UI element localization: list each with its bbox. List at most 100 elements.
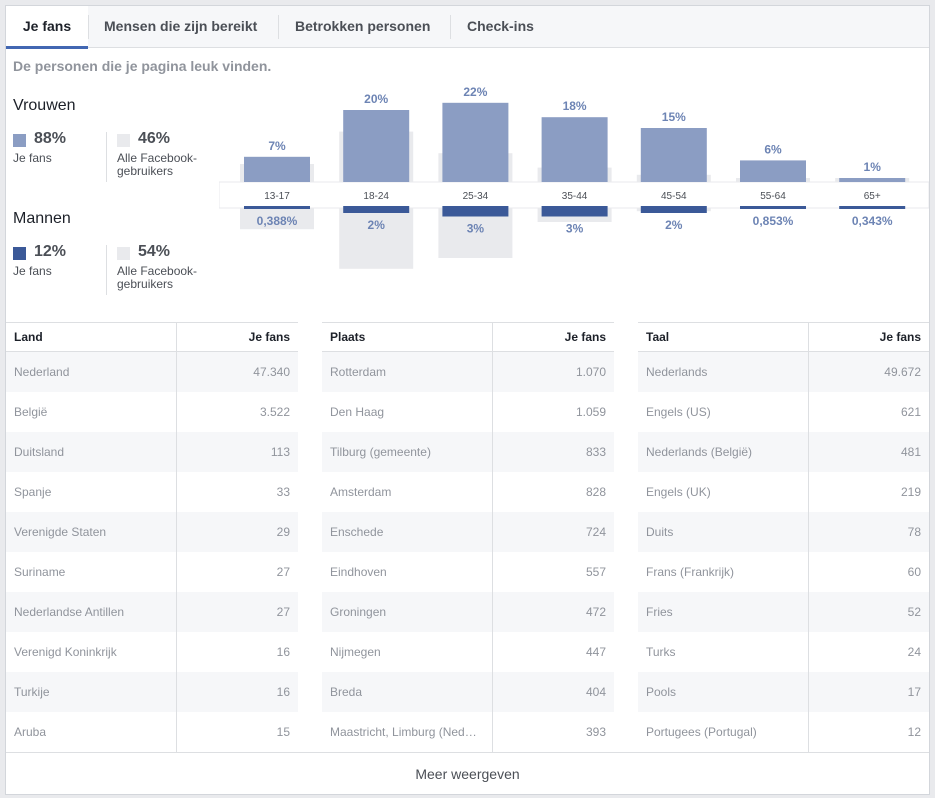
table-row: Spanje 33 <box>6 472 298 512</box>
row-fans-count: 24 <box>907 645 921 659</box>
men-fans-bar <box>244 206 310 209</box>
men-fans-label: 0,343% <box>852 214 893 228</box>
row-name: Fries <box>646 605 673 619</box>
column-divider <box>808 552 809 592</box>
row-fans-count: 27 <box>276 565 290 579</box>
row-name: België <box>14 405 48 419</box>
row-name: Pools <box>646 685 677 699</box>
col-header-plaats: Plaats <box>330 330 366 344</box>
row-fans-count: 60 <box>907 565 921 579</box>
table-row: Breda 404 <box>322 672 614 712</box>
tab-check-ins[interactable]: Check-ins <box>467 18 534 34</box>
column-divider <box>492 592 493 632</box>
table-row: Portugees (Portugal) 12 <box>638 712 929 752</box>
row-fans-count: 49.672 <box>884 365 921 379</box>
row-name: Nijmegen <box>330 645 381 659</box>
women-fans-label: 7% <box>268 139 286 153</box>
row-fans-count: 1.059 <box>575 405 606 419</box>
column-divider <box>492 323 493 351</box>
row-fans-count: 17 <box>907 685 921 699</box>
row-fans-count: 29 <box>276 525 290 539</box>
tab-divider <box>278 15 279 39</box>
col-header-taal: Taal <box>646 330 670 344</box>
tab-mensen-bereikt[interactable]: Mensen die zijn bereikt <box>104 18 258 34</box>
column-divider <box>176 712 177 752</box>
row-fans-count: 219 <box>900 485 921 499</box>
men-all-stat: 54% Alle Facebook-gebruikers <box>117 243 217 293</box>
table-row: Rotterdam 1.070 <box>322 352 614 392</box>
men-fans-bar <box>640 206 707 213</box>
row-fans-count: 3.522 <box>259 405 290 419</box>
women-fans-stat: 88% Je fans <box>13 130 103 180</box>
row-name: Breda <box>330 685 363 699</box>
row-name: Aruba <box>14 725 47 739</box>
row-fans-count: 78 <box>907 525 921 539</box>
column-divider <box>176 632 177 672</box>
row-name: Suriname <box>14 565 66 579</box>
column-divider <box>808 632 809 672</box>
men-fans-label: Je fans <box>13 264 52 278</box>
table-row: Nederlandse Antillen 27 <box>6 592 298 632</box>
men-fans-label: 3% <box>566 222 584 236</box>
table-row: Nederland 47.340 <box>6 352 298 392</box>
column-divider <box>176 592 177 632</box>
men-all-users-bar <box>240 208 314 230</box>
table-row: Enschede 724 <box>322 512 614 552</box>
row-fans-count: 833 <box>585 445 606 459</box>
men-all-users-bar <box>339 208 414 269</box>
row-name: Eindhoven <box>330 565 387 579</box>
column-divider <box>808 592 809 632</box>
women-fans-pct: 88% <box>34 130 67 147</box>
column-divider <box>176 672 177 712</box>
men-fans-bar <box>740 206 806 209</box>
age-tick-label: 55-64 <box>760 191 786 202</box>
tab-betrokken-personen[interactable]: Betrokken personen <box>295 18 431 34</box>
women-all-stat: 46% Alle Facebook-gebruikers <box>117 130 217 180</box>
row-fans-count: 47.340 <box>253 365 290 379</box>
row-name: Enschede <box>330 525 384 539</box>
men-title: Mannen <box>13 210 71 227</box>
row-name: Den Haag <box>330 405 385 419</box>
women-fans-bar <box>839 178 906 182</box>
row-fans-count: 481 <box>900 445 921 459</box>
row-fans-count: 724 <box>585 525 606 539</box>
column-divider <box>808 392 809 432</box>
tab-bar: Je fans Mensen die zijn bereikt Betrokke… <box>6 6 929 49</box>
column-divider <box>492 552 493 592</box>
women-fans-bar <box>442 102 509 182</box>
table-row: Aruba 15 <box>6 712 298 752</box>
row-name: Tilburg (gemeente) <box>330 445 431 459</box>
row-name: Nederland <box>14 365 70 379</box>
column-divider <box>492 672 493 712</box>
table-rows: Nederland 47.340 België 3.522 Duitsland 113 Sp… <box>6 352 298 752</box>
row-name: Verenigd Koninkrijk <box>14 645 117 659</box>
column-divider <box>492 432 493 472</box>
table-row: Turkije 16 <box>6 672 298 712</box>
table-row: Duits 78 <box>638 512 929 552</box>
row-name: Nederlands (België) <box>646 445 753 459</box>
table-row: Nederlands (België) 481 <box>638 432 929 472</box>
men-fans-label: 2% <box>665 218 683 232</box>
row-fans-count: 15 <box>276 725 290 739</box>
row-name: Turkije <box>14 685 50 699</box>
women-fans-label: 18% <box>563 99 587 113</box>
table-row: Fries 52 <box>638 592 929 632</box>
table-row: Suriname 27 <box>6 552 298 592</box>
row-fans-count: 16 <box>276 685 290 699</box>
table-row: Duitsland 113 <box>6 432 298 472</box>
column-divider <box>808 432 809 472</box>
column-divider <box>808 672 809 712</box>
column-divider <box>176 392 177 432</box>
row-name: Maastricht, Limburg (Ned… <box>330 725 477 739</box>
age-tick-label: 18-24 <box>363 191 389 202</box>
tab-je-fans[interactable]: Je fans <box>6 6 88 49</box>
women-fans-label: 15% <box>662 110 686 124</box>
show-more-button[interactable]: Meer weergeven <box>6 752 929 794</box>
col-header-fans: Je fans <box>248 330 290 344</box>
men-fans-label: 0,388% <box>257 214 298 228</box>
row-fans-count: 33 <box>276 485 290 499</box>
column-divider <box>808 352 809 392</box>
row-name: Engels (US) <box>646 405 711 419</box>
row-name: Verenigde Staten <box>14 525 107 539</box>
row-fans-count: 828 <box>585 485 606 499</box>
